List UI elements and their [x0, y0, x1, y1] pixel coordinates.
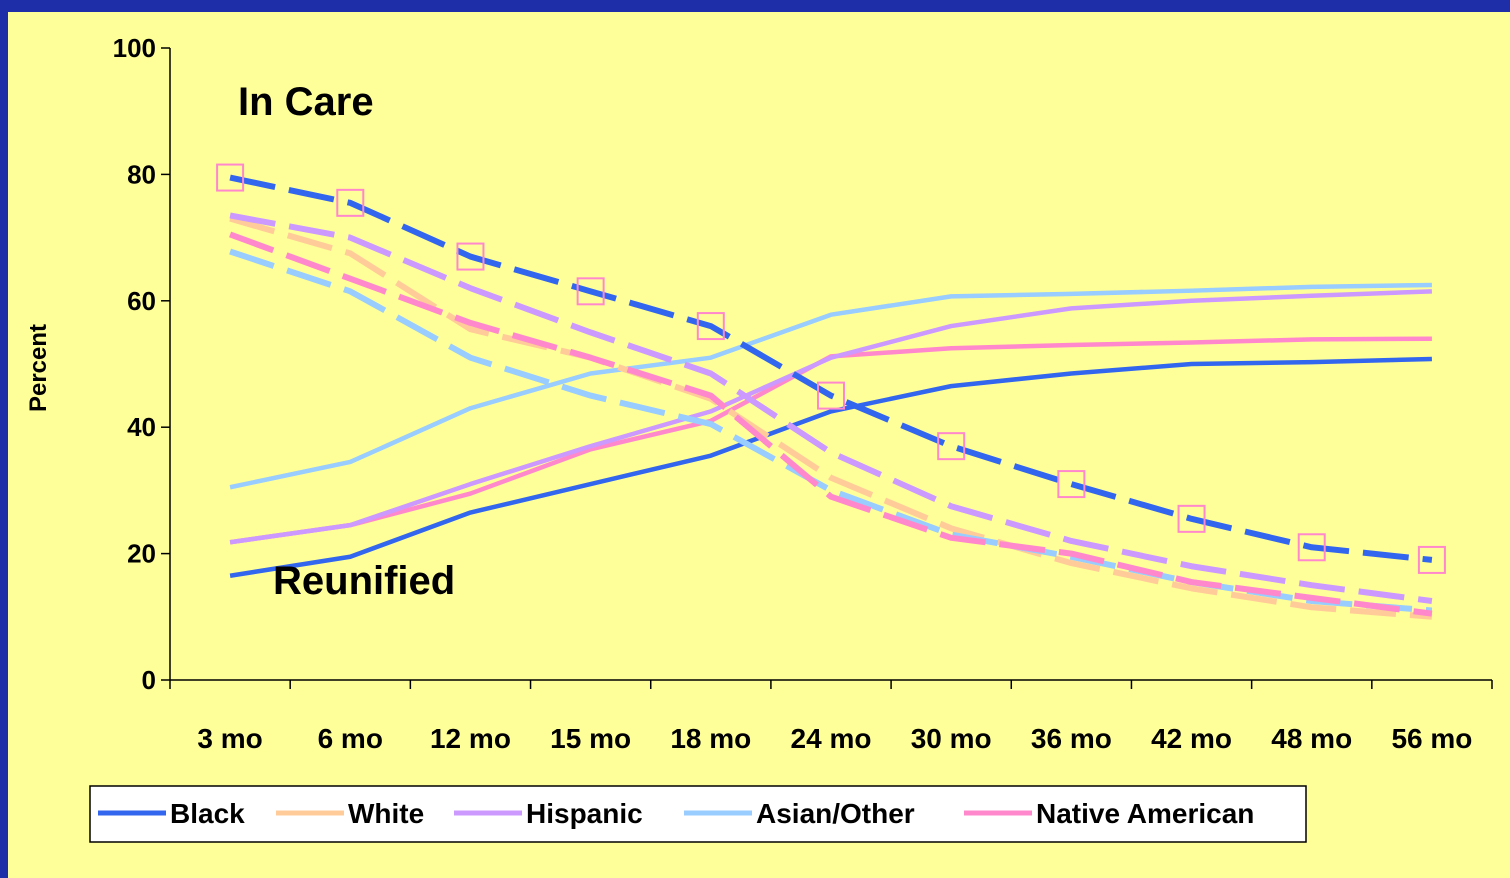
- series-line-in-care-asian-other: [229, 248, 1433, 614]
- series-line-reunified-asian-other: [229, 282, 1432, 490]
- series-line-in-care-hispanic: [229, 212, 1433, 604]
- x-tick-label: 18 mo: [670, 723, 751, 754]
- y-tick-label: 60: [127, 286, 156, 316]
- legend-label: Black: [170, 798, 245, 829]
- legend-label: Native American: [1036, 798, 1254, 829]
- data-point-marker: [937, 432, 966, 461]
- x-tick-label: 3 mo: [197, 723, 262, 754]
- series-line-reunified-black: [229, 356, 1432, 578]
- x-tick-label: 48 mo: [1271, 723, 1352, 754]
- data-point-marker: [1297, 533, 1326, 562]
- x-tick-label: 24 mo: [791, 723, 872, 754]
- series-line-in-care-black: [229, 174, 1433, 563]
- data-point-marker: [1057, 470, 1086, 499]
- data-point-marker: [336, 188, 365, 217]
- series-line-in-care-native-american: [229, 231, 1433, 617]
- data-point-marker: [817, 381, 845, 410]
- data-point-marker: [1417, 545, 1446, 574]
- y-tick-label: 20: [127, 539, 156, 569]
- y-tick-label: 80: [127, 159, 156, 189]
- annotation-reunified: Reunified: [273, 559, 455, 603]
- data-point-marker: [576, 277, 605, 306]
- data-point-marker: [216, 163, 245, 192]
- x-tick-label: 56 mo: [1391, 723, 1472, 754]
- x-tick-label: 36 mo: [1031, 723, 1112, 754]
- annotation-in-care: In Care: [238, 80, 374, 124]
- x-tick-label: 42 mo: [1151, 723, 1232, 754]
- legend-item: Black: [98, 798, 245, 829]
- legend-item: White: [276, 798, 424, 829]
- legend-label: Hispanic: [526, 798, 643, 829]
- y-axis-label: Percent: [25, 324, 52, 412]
- chart-slide: Percent 0 20 40 60 80 100 3 mo 6 mo 12 mo 15 mo 1…: [8, 12, 1510, 878]
- line-chart: Percent 0 20 40 60 80 100 3 mo 6 mo 12 mo 15 mo 1…: [25, 33, 1493, 843]
- legend-label: White: [348, 798, 424, 829]
- data-point-marker: [1177, 504, 1206, 533]
- legend-item: Hispanic: [454, 798, 643, 829]
- x-tick-label: 6 mo: [318, 723, 383, 754]
- legend-item: Native American: [964, 798, 1254, 829]
- legend-label: Asian/Other: [756, 798, 915, 829]
- x-tick-label: 12 mo: [430, 723, 511, 754]
- data-point-marker: [456, 242, 485, 271]
- x-tick-label: 30 mo: [911, 723, 992, 754]
- legend: Black White Hispanic Asian/Other Native Amer…: [98, 798, 1254, 829]
- data-point-marker: [696, 312, 725, 341]
- legend-item: Asian/Other: [684, 798, 915, 829]
- series-line-reunified-hispanic: [229, 289, 1432, 545]
- y-tick-label: 100: [113, 33, 156, 63]
- y-tick-label: 0: [142, 665, 156, 695]
- x-tick-label: 15 mo: [550, 723, 631, 754]
- series-line-in-care-white: [229, 215, 1433, 620]
- y-tick-label: 40: [127, 412, 156, 442]
